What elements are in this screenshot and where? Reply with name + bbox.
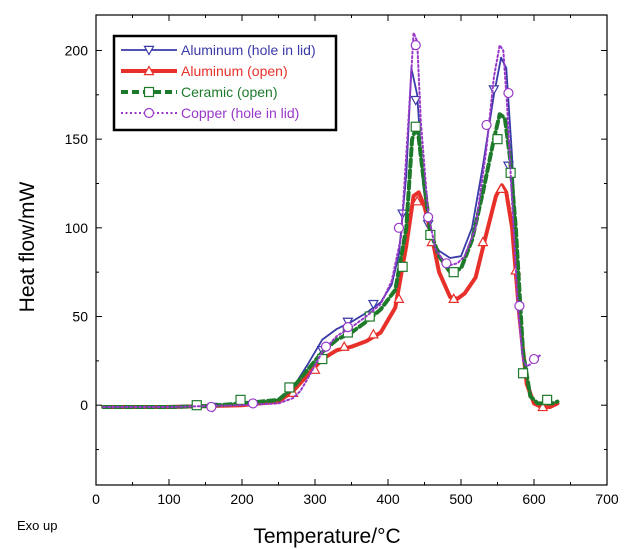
series-2-marker <box>495 183 507 194</box>
y-tick-label: 150 <box>65 131 89 147</box>
series-3-marker <box>542 394 553 405</box>
series-1-marker <box>367 299 379 310</box>
legend-entry-1: Aluminum (hole in lid) <box>121 42 316 58</box>
series-4-marker <box>247 398 259 409</box>
series-4 <box>102 31 541 413</box>
series-4-marker <box>423 212 434 223</box>
series-2 <box>101 183 560 412</box>
series-4-marker <box>528 353 540 365</box>
series-layer <box>101 31 560 413</box>
series-line-3 <box>101 112 560 409</box>
series-2-marker <box>393 293 405 303</box>
legend: Aluminum (hole in lid) Aluminum (open) Cer… <box>112 34 338 132</box>
series-3-marker <box>425 229 436 241</box>
legend-label: Ceramic (open) <box>181 84 277 100</box>
y-axis-title: Heat flow/mW <box>16 181 39 312</box>
y-tick-label: 100 <box>65 220 89 236</box>
legend-swatch-marker <box>143 107 155 119</box>
legend-label: Aluminum (hole in lid) <box>181 42 316 58</box>
legend-swatch-marker <box>143 65 155 76</box>
legend-entry-4: Copper (hole in lid) <box>121 105 299 121</box>
series-3-marker <box>284 382 295 393</box>
y-tick-label: 200 <box>65 42 89 58</box>
series-1-marker <box>410 95 422 106</box>
series-4-marker <box>514 300 525 311</box>
series-3-marker <box>235 394 246 405</box>
series-4-marker <box>206 401 217 413</box>
x-tick-label: 500 <box>449 491 473 507</box>
series-4-marker <box>481 119 492 131</box>
x-tick-label: 300 <box>303 491 327 507</box>
x-tick-label: 400 <box>376 491 400 507</box>
exo-up-note: Exo up <box>17 518 57 533</box>
x-tick-label: 0 <box>92 491 100 507</box>
series-4-marker <box>393 222 405 233</box>
series-2-marker <box>448 293 460 303</box>
legend-swatch-marker <box>143 45 155 56</box>
legend-swatch-marker <box>143 86 155 98</box>
series-line-2 <box>101 183 560 409</box>
series-3-marker <box>410 121 421 132</box>
series-3-marker <box>448 267 459 278</box>
x-tick-label: 200 <box>230 491 254 507</box>
y-tick-label: 50 <box>72 309 88 325</box>
series-4-marker <box>320 341 332 352</box>
ticks-layer: 0 100 200 300 400 500 600 700 0 50 100 150 200 <box>65 15 619 507</box>
series-3-marker <box>517 368 529 379</box>
series-4-marker <box>503 87 514 99</box>
series-3-marker <box>191 400 202 411</box>
series-2-marker <box>411 195 423 206</box>
series-2-marker <box>477 236 489 247</box>
legend-entry-3: Ceramic (open) <box>121 84 277 100</box>
y-tick-label: 0 <box>80 397 88 413</box>
x-axis-title: Temperature/°C <box>253 525 400 548</box>
series-3 <box>101 112 560 411</box>
series-3-marker <box>397 261 408 272</box>
legend-label: Aluminum (open) <box>181 63 288 79</box>
series-line-4 <box>102 31 541 408</box>
series-2-marker <box>338 340 350 351</box>
series-3-marker <box>492 134 503 145</box>
x-tick-label: 100 <box>157 491 181 507</box>
series-2-marker <box>367 328 379 339</box>
series-4-marker <box>441 258 452 269</box>
series-4-marker <box>342 322 353 333</box>
series-3-marker <box>317 353 328 365</box>
legend-label: Copper (hole in lid) <box>181 105 299 121</box>
x-tick-label: 600 <box>522 491 546 507</box>
series-4-marker <box>410 40 421 51</box>
legend-entry-2: Aluminum (open) <box>121 63 288 79</box>
x-tick-label: 700 <box>595 491 619 507</box>
series-2-marker <box>537 401 549 412</box>
